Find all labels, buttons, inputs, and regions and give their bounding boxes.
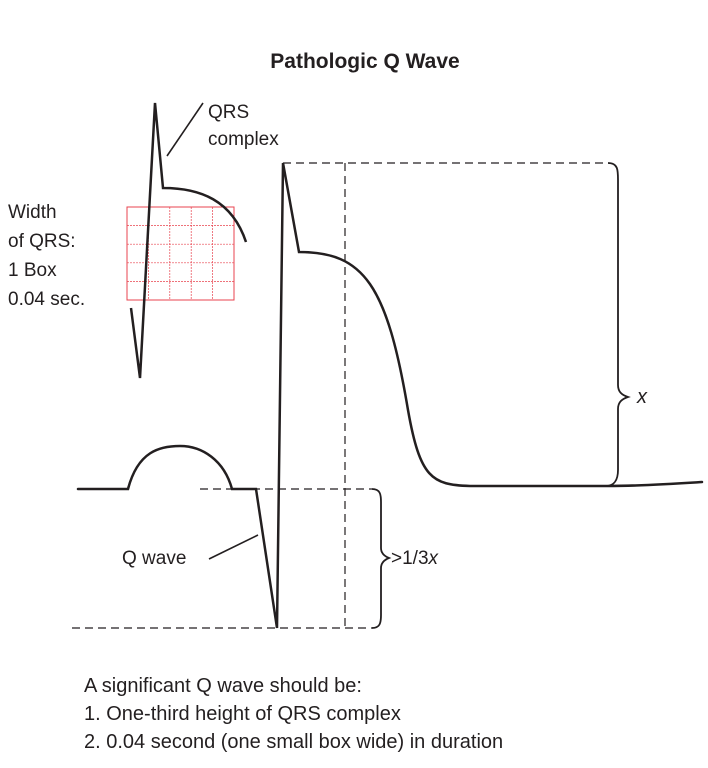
qrs-label-line1: QRS: [208, 102, 249, 123]
third-x-label: >1/3x: [391, 548, 440, 569]
third-bracket: [371, 488, 392, 629]
width-label-line2: of QRS:: [8, 231, 76, 252]
width-label-line3: 1 Box: [8, 260, 57, 281]
qrs-inset: [126, 102, 248, 379]
qrs-pointer-line: [166, 102, 204, 157]
x-bracket: [605, 162, 631, 487]
caption: A significant Q wave should be: 1. One-t…: [84, 672, 684, 756]
third-x-prefix: >1/3: [391, 548, 429, 569]
caption-intro: A significant Q wave should be:: [84, 675, 362, 697]
q-wave-label: Q wave: [122, 548, 186, 569]
caption-item-2: 2. 0.04 second (one small box wide) in d…: [84, 731, 504, 753]
width-label-line1: Width: [8, 202, 57, 223]
reference-lines: [72, 162, 608, 629]
grid-box: [126, 206, 235, 301]
x-label: x: [636, 386, 648, 408]
small-qrs-trace: [129, 102, 248, 379]
caption-item-1: 1. One-third height of QRS complex: [84, 703, 401, 725]
diagram-title: Pathologic Q Wave: [270, 50, 459, 73]
qrs-label-line2: complex: [208, 129, 279, 150]
width-label-line4: 0.04 sec.: [8, 289, 85, 310]
q-wave-pointer-line: [208, 534, 259, 560]
third-x-var: x: [428, 548, 440, 569]
